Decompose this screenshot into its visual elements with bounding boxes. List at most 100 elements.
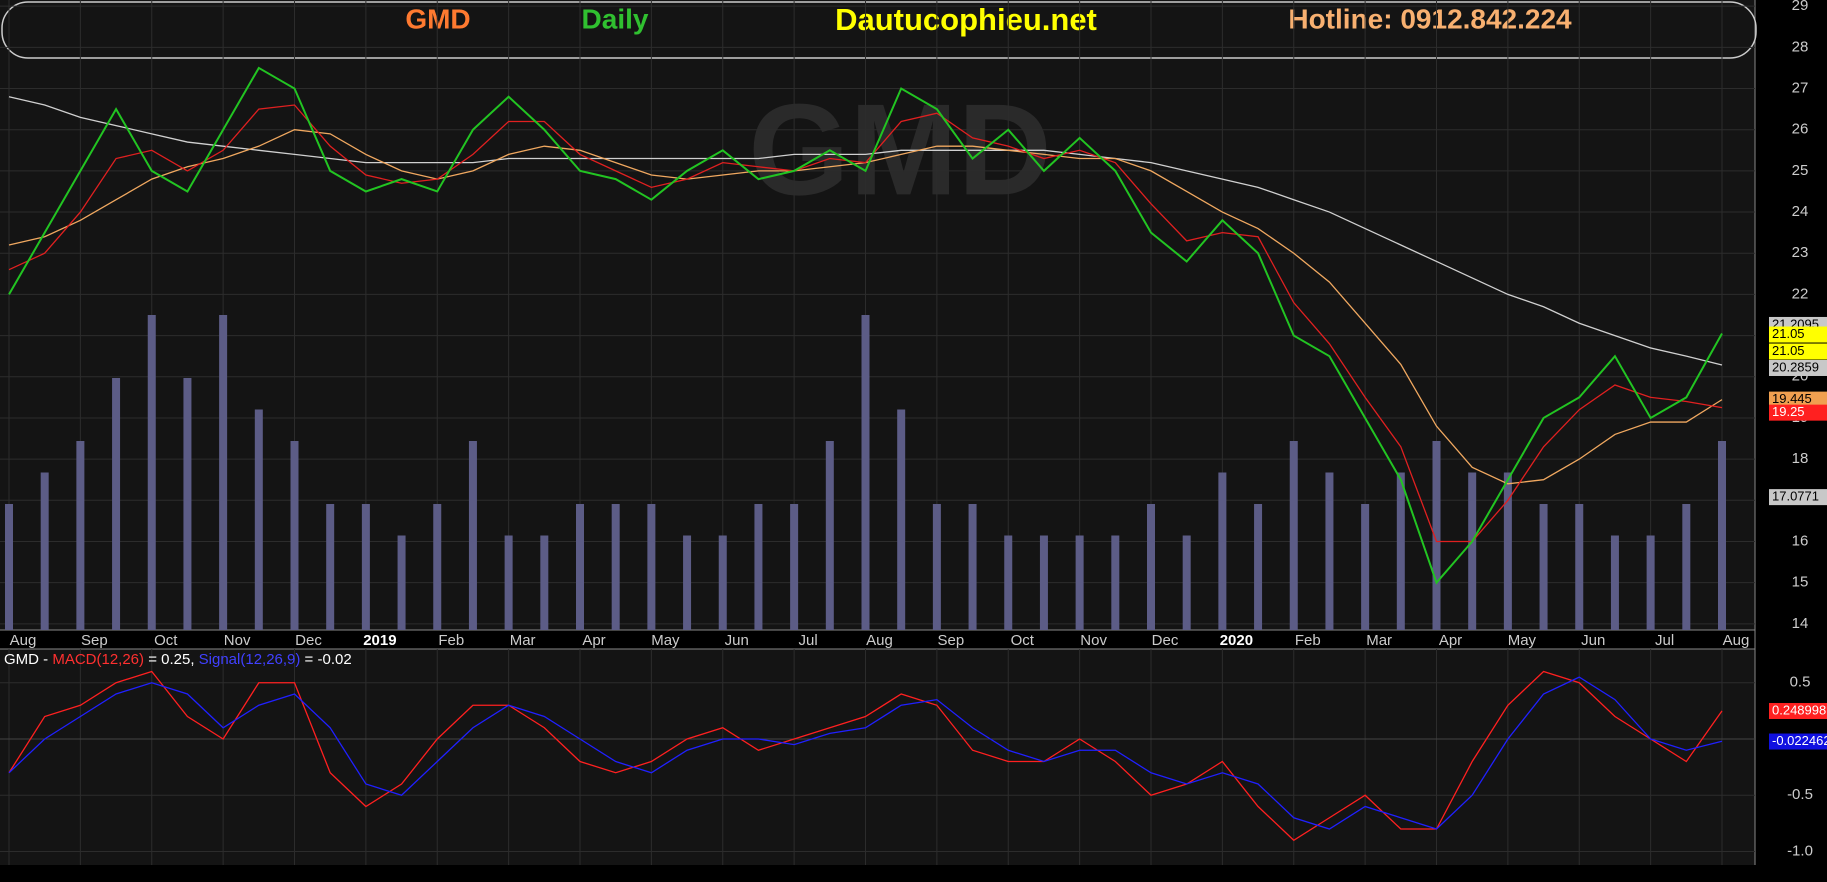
volume-bar [1503,472,1512,630]
value-marker-label: 17.0771 [1772,489,1819,504]
volume-bar [433,504,442,630]
volume-bar [576,504,584,630]
x-tick-label: Jul [1655,632,1674,649]
volume-bar [1254,504,1263,630]
macd-panel [0,649,1755,865]
x-tick-label: Sep [81,632,108,649]
volume-bar [932,504,941,630]
macd-title-part: = -0.02 [300,651,351,668]
volume-bar [825,441,834,630]
y-tick-label: 24 [1792,203,1809,220]
volume-bar [1147,504,1155,630]
period: Daily [582,3,649,34]
volume-bar [754,504,763,630]
x-tick-label: Apr [582,632,605,649]
x-tick-label: Jul [799,632,818,649]
volume-bar [1539,504,1548,630]
x-tick-label: Jun [1581,632,1605,649]
x-tick-label: Jun [725,632,749,649]
volume-bar [790,504,799,630]
volume-bar [1218,472,1227,630]
volume-bar [468,441,477,630]
x-tick-label: Dec [1152,632,1179,649]
volume-bar [76,441,85,630]
x-tick-label: May [1508,632,1537,649]
y-tick-label: -0.5 [1787,786,1813,803]
header-banner [1,1,1757,59]
y-tick-label: 26 [1792,121,1809,138]
value-marker [1769,359,1827,376]
x-tick-label: Feb [1295,632,1321,649]
x-tick-label: Aug [866,632,893,649]
x-tick-label: Nov [224,632,251,649]
volume-bar [361,504,370,630]
volume-bar [219,315,228,630]
volume-bar [254,409,263,630]
x-tick-label: Sep [938,632,965,649]
value-marker-label: 21.05 [1772,326,1805,341]
series-line [8,66,1723,585]
y-tick-label: 15 [1792,574,1809,591]
volume-bar [397,535,406,630]
volume-bar [326,504,335,630]
volume-bar [504,535,513,630]
volume-bar [147,315,156,630]
y-tick-label: 23 [1792,244,1809,261]
y-tick-label: 0.5 [1790,674,1811,691]
value-marker-label: 19.445 [1772,391,1812,406]
x-tick-label: Nov [1080,632,1107,649]
value-marker-label: 21.05 [1772,343,1805,358]
volume-bar [897,409,906,630]
x-tick-label: Aug [1723,632,1750,649]
volume-bar [290,441,299,630]
x-tick-label: Apr [1439,632,1462,649]
value-marker-label: 20.2859 [1772,359,1819,374]
y-tick-label: 18 [1792,450,1809,467]
value-marker [1769,404,1827,421]
value-marker [1769,391,1827,408]
volume-bar [1004,535,1013,630]
x-tick-label: Oct [154,632,178,649]
y-tick-label: 28 [1792,38,1809,55]
volume-bar [1361,504,1370,630]
x-tick-label: 2020 [1220,632,1253,649]
macd-title-part: MACD(12,26) [52,651,144,668]
volume-bar [40,472,49,630]
series-line [8,96,1723,366]
volume-bar [1575,504,1584,630]
y-tick-label: 16 [1792,532,1809,549]
macd-title-part: GMD - [4,651,52,668]
volume-bar [718,535,727,630]
volume-bar [861,315,870,630]
volume-bar [683,535,692,630]
x-tick-label: 2019 [363,632,396,649]
y-tick-label: 22 [1792,285,1809,302]
y-tick-label: 25 [1792,162,1809,179]
y-tick-label: 29 [1792,0,1809,14]
value-marker [1769,326,1827,343]
volume-bar [1396,472,1405,630]
volume-bar [1432,441,1441,630]
volume-bar [183,378,192,630]
volume-bar [611,504,620,630]
volume-bar [1111,535,1120,630]
value-marker [1769,702,1827,719]
macd-title-part: Signal(12,26,9) [199,651,301,668]
y-tick-label: 27 [1792,79,1809,96]
x-tick-label: Aug [10,632,37,649]
value-marker-label: 19.25 [1772,404,1805,419]
series-line [8,676,1723,830]
symbol: GMD [405,3,470,34]
value-marker [1769,489,1827,506]
value-marker [1769,343,1827,360]
volume-bar [1718,441,1726,630]
x-tick-label: May [651,632,680,649]
volume-bar [1325,472,1334,630]
volume-bar [1468,472,1477,630]
x-tick-label: Dec [295,632,322,649]
volume-bar [968,504,977,630]
x-tick-label: Oct [1011,632,1035,649]
volume-bar [1075,535,1084,630]
volume-bar [1610,535,1619,630]
